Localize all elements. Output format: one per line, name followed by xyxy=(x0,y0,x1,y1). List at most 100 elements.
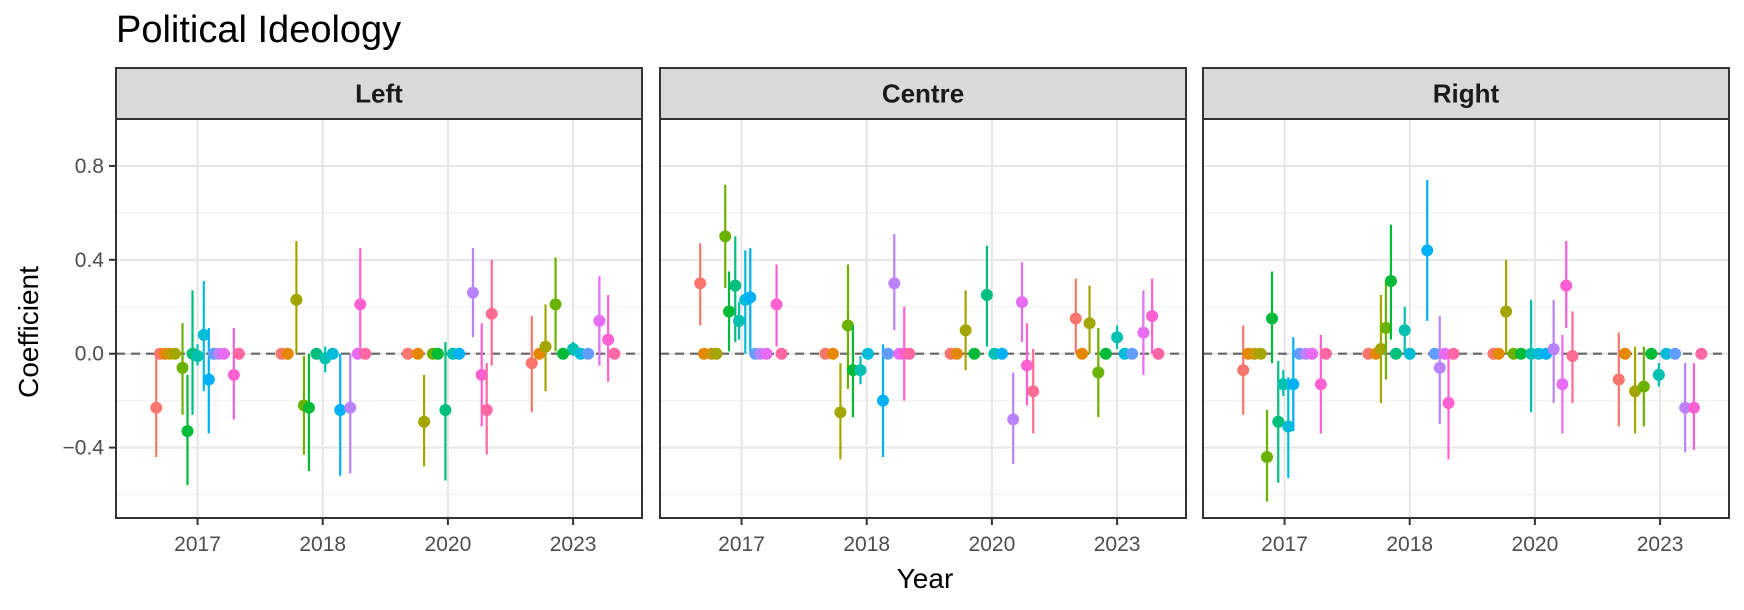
data-point xyxy=(302,401,315,414)
data-point xyxy=(334,404,347,417)
data-point xyxy=(723,305,736,318)
data-point xyxy=(466,286,479,299)
data-point xyxy=(359,347,372,360)
data-point xyxy=(593,314,606,327)
data-point xyxy=(525,357,538,370)
data-point xyxy=(232,347,245,360)
data-point xyxy=(1092,366,1105,379)
data-point xyxy=(485,307,498,320)
data-point xyxy=(1389,347,1402,360)
data-point xyxy=(968,347,981,360)
data-point xyxy=(1027,385,1040,398)
data-point xyxy=(719,230,732,243)
data-point xyxy=(1237,364,1250,377)
data-point xyxy=(150,401,163,414)
data-point xyxy=(1319,347,1332,360)
data-point xyxy=(557,347,570,360)
data-point xyxy=(980,289,993,302)
data-point xyxy=(744,291,757,304)
panel-background xyxy=(660,119,1186,518)
data-point xyxy=(354,298,367,311)
data-point xyxy=(475,368,488,381)
data-point xyxy=(326,347,339,360)
y-tick-label: 0.8 xyxy=(75,155,104,178)
data-point xyxy=(854,364,867,377)
data-point xyxy=(1111,331,1124,344)
data-point xyxy=(770,298,783,311)
x-tick-label: 2023 xyxy=(1094,533,1141,556)
data-point xyxy=(197,328,210,341)
data-point xyxy=(181,425,194,438)
data-point xyxy=(1152,347,1165,360)
data-point xyxy=(1007,413,1020,426)
data-point xyxy=(1645,347,1658,360)
data-point xyxy=(959,324,972,337)
data-point xyxy=(1619,347,1632,360)
facet-strip xyxy=(1202,67,1730,120)
x-tick-label: 2018 xyxy=(299,533,346,556)
data-point xyxy=(290,293,303,306)
data-point xyxy=(1146,310,1159,323)
x-axis-title: Year xyxy=(897,563,954,594)
y-tick-label: −0.4 xyxy=(63,437,105,460)
x-tick-label: 2017 xyxy=(1261,533,1308,556)
data-point xyxy=(1398,324,1411,337)
data-point xyxy=(1629,385,1642,398)
data-point xyxy=(431,347,444,360)
data-point xyxy=(881,347,894,360)
data-point xyxy=(1083,317,1096,330)
data-point xyxy=(1695,347,1708,360)
data-point xyxy=(1374,343,1387,356)
data-point xyxy=(1137,326,1150,339)
data-point xyxy=(202,373,215,386)
data-point xyxy=(1099,347,1112,360)
data-point xyxy=(1306,347,1319,360)
data-point xyxy=(582,347,595,360)
data-point xyxy=(1669,347,1682,360)
facet-strip xyxy=(115,67,643,120)
panel-background xyxy=(1203,119,1729,518)
data-point xyxy=(1287,378,1300,391)
data-point xyxy=(344,401,357,414)
panels-layer: Left 2017 2018 2020 2023 −0.4 0.0 0.4 0.8 Centre 2… xyxy=(63,67,1730,556)
data-point xyxy=(1069,312,1082,325)
data-point xyxy=(549,298,562,311)
data-point xyxy=(401,347,414,360)
data-point xyxy=(1126,347,1139,360)
facet-strip xyxy=(659,67,1187,120)
data-point xyxy=(453,347,466,360)
data-point xyxy=(602,333,615,346)
data-point xyxy=(826,347,839,360)
data-point xyxy=(1379,321,1392,334)
x-tick-label: 2023 xyxy=(1637,533,1684,556)
data-point xyxy=(418,415,431,428)
data-point xyxy=(694,277,707,290)
data-point xyxy=(608,347,621,360)
data-point xyxy=(217,347,230,360)
panel-left: Left 2017 2018 2020 2023 −0.4 0.0 0.4 0.8 xyxy=(63,67,643,556)
data-point xyxy=(1266,312,1279,325)
x-tick-label: 2018 xyxy=(843,533,890,556)
data-point xyxy=(834,406,847,419)
data-point xyxy=(841,319,854,332)
data-point xyxy=(1547,343,1560,356)
data-point xyxy=(539,340,552,353)
data-point xyxy=(1447,347,1460,360)
data-point xyxy=(1442,396,1455,409)
data-point xyxy=(1254,347,1267,360)
x-tick-label: 2017 xyxy=(718,533,765,556)
data-point xyxy=(1660,347,1673,360)
data-point xyxy=(1421,244,1434,257)
data-point xyxy=(903,347,916,360)
data-point xyxy=(1282,420,1295,433)
data-point xyxy=(480,404,493,417)
data-point xyxy=(995,347,1008,360)
panel-right: Right 2017 2018 2020 2023 xyxy=(1202,67,1730,556)
data-point xyxy=(861,347,874,360)
data-point xyxy=(1433,361,1446,374)
data-point xyxy=(176,361,189,374)
data-point xyxy=(950,347,963,360)
data-point xyxy=(1687,401,1700,414)
y-tick-label: 0.0 xyxy=(75,343,104,366)
